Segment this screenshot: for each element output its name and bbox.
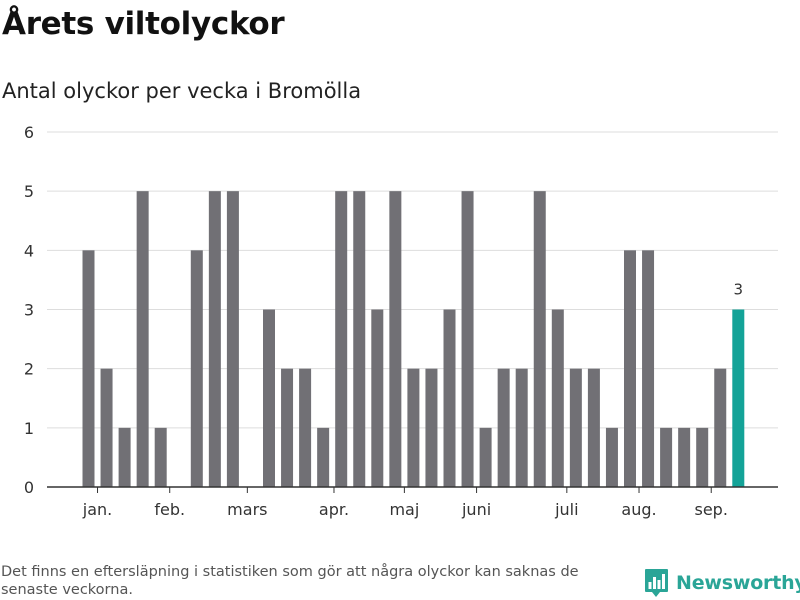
x-axis-ticks: jan. feb. mars apr. maj juni juli aug. sep. [82,487,728,519]
data-label: 3 [734,281,744,299]
bar [190,250,203,487]
x-tick-label: apr. [319,500,349,519]
bar [605,427,618,487]
x-tick-label: jan. [82,500,112,519]
bar [389,191,402,487]
y-axis-ticks: 0 1 2 3 4 5 6 [24,123,34,497]
bar [587,368,600,487]
bar [263,309,275,487]
x-tick-label: maj [389,500,419,519]
x-tick-label: feb. [154,500,185,519]
bar [118,427,131,487]
bar [551,309,564,487]
y-tick-label: 4 [24,241,34,260]
bar [569,368,582,487]
bar [353,191,366,487]
y-tick-label: 2 [24,360,34,379]
y-tick-label: 5 [24,182,34,201]
bar [281,368,294,487]
x-tick-label: mars [227,500,267,519]
bar [226,191,239,487]
bar [642,250,655,487]
bar [660,427,673,487]
y-tick-label: 0 [24,478,34,497]
bar [335,191,348,487]
bar [624,250,636,487]
brand-name: Newsworthy [676,572,800,594]
bar [443,309,456,487]
bar-highlight [732,309,745,487]
x-tick-label: sep. [695,500,728,519]
bar [461,191,474,487]
footnote: Det finns en eftersläpning i statistiken… [1,564,579,598]
bar [100,368,113,487]
data-labels: 3 [734,281,744,299]
y-tick-label: 1 [24,419,34,438]
bar [299,368,312,487]
brand-logo[interactable]: Newsworthy [644,568,800,598]
bar-chart-logo-icon [645,569,668,597]
bar-chart: 0 1 2 3 4 5 6 jan. feb. mars apr. maj juni juli aug. s… [24,123,778,519]
bar [371,309,384,487]
bar [82,250,95,487]
bar [154,427,167,487]
x-tick-label: juni [461,500,491,519]
page-title: Årets viltolyckor [2,6,285,42]
bar [136,191,149,487]
bar [317,427,330,487]
bar [533,191,546,487]
x-tick-label: aug. [621,500,656,519]
bar [407,368,420,487]
bar [497,368,510,487]
x-tick-label: juli [554,500,578,519]
bar [678,427,691,487]
bars [82,191,745,487]
bar [515,368,528,487]
bar [425,368,438,487]
bar [479,427,492,487]
bar [696,427,709,487]
bar [208,191,221,487]
chart-subtitle: Antal olyckor per vecka i Bromölla [2,79,362,103]
y-tick-label: 6 [24,123,34,142]
y-tick-label: 3 [24,301,34,320]
bar [714,368,727,487]
